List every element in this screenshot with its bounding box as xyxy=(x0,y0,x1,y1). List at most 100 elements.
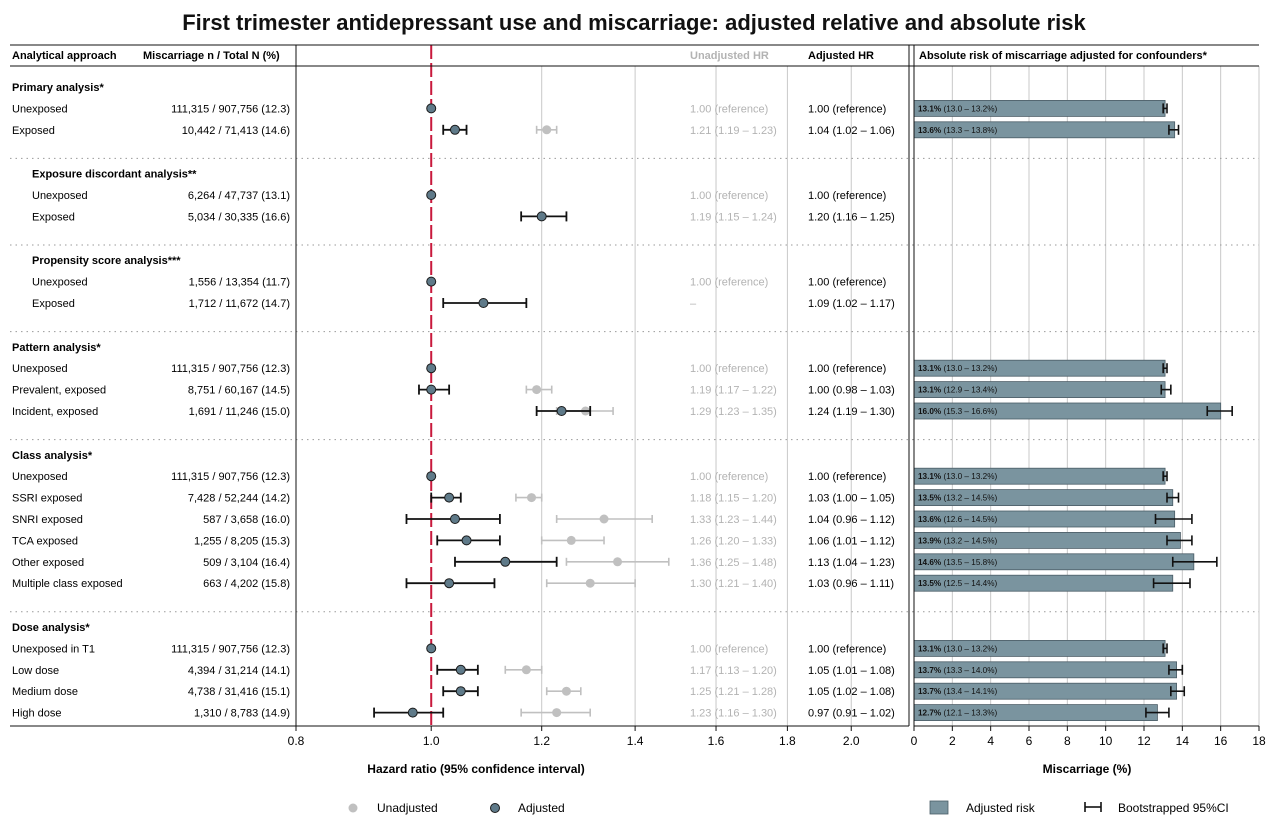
section-title: Propensity score analysis*** xyxy=(32,255,181,267)
risk-x-axis-title: Miscarriage (%) xyxy=(1043,762,1132,776)
section-title: Primary analysis* xyxy=(12,82,104,94)
legend-adjusted-label: Adjusted xyxy=(518,801,565,815)
risk-value: 13.6% xyxy=(918,126,944,135)
row-label: Exposed xyxy=(32,298,75,310)
risk-x-tick-label: 10 xyxy=(1099,734,1113,748)
risk-bar-label: 13.1% (13.0 – 13.2%) xyxy=(918,104,997,113)
row-counts: 1,255 / 8,205 (15.3) xyxy=(194,535,290,547)
adjusted-point xyxy=(426,190,437,200)
row-unadjusted-hr: 1.00 (reference) xyxy=(690,643,768,655)
adjusted-point xyxy=(556,406,567,416)
row-counts: 663 / 4,202 (15.8) xyxy=(203,578,290,590)
adjusted-point xyxy=(449,514,460,524)
row-unadjusted-hr: 1.26 (1.20 – 1.33) xyxy=(690,535,777,547)
row-counts: 4,394 / 31,214 (14.1) xyxy=(188,665,290,677)
unadjusted-point xyxy=(532,385,542,395)
risk-ci: (13.0 – 13.2%) xyxy=(944,104,998,113)
legend: Unadjusted Adjusted Adjusted risk Bootst… xyxy=(348,800,1229,815)
section-title: Dose analysis* xyxy=(12,622,90,634)
risk-x-tick-label: 0 xyxy=(911,734,918,748)
row-counts: 111,315 / 907,756 (12.3) xyxy=(171,103,290,115)
row-counts: 509 / 3,104 (16.4) xyxy=(203,557,290,569)
legend-adjusted-marker xyxy=(490,803,500,813)
row-label: Unexposed in T1 xyxy=(12,643,95,655)
marks-layer: 13.1% (13.0 – 13.2%) 13.6% (13.3 – 13.8%)… xyxy=(373,100,1233,721)
rows-layer: Primary analysis* Unexposed 111,315 / 907,… xyxy=(12,82,895,720)
legend-adjusted-risk-label: Adjusted risk xyxy=(966,801,1036,815)
legend-unadjusted-label: Unadjusted xyxy=(377,801,438,815)
risk-value: 13.1% xyxy=(918,386,944,395)
unadjusted-point xyxy=(521,665,531,675)
adjusted-point xyxy=(500,556,511,567)
header-absolute-risk: Absolute risk of miscarriage adjusted fo… xyxy=(919,50,1208,62)
adjusted-point xyxy=(426,363,437,374)
unadjusted-point xyxy=(542,125,552,135)
row-unadjusted-hr: 1.00 (reference) xyxy=(690,190,768,202)
risk-ci: (12.6 – 14.5%) xyxy=(944,515,998,524)
row-unadjusted-hr: 1.00 (reference) xyxy=(690,103,768,115)
forest-x-tick-label: 1.0 xyxy=(423,734,440,748)
risk-ci: (12.1 – 13.3%) xyxy=(944,709,998,718)
row-counts: 5,034 / 30,335 (16.6) xyxy=(188,211,290,223)
adjusted-point xyxy=(426,384,437,395)
risk-x-tick-label: 12 xyxy=(1137,734,1151,748)
row-unadjusted-hr: 1.25 (1.21 – 1.28) xyxy=(690,686,777,698)
legend-adjusted-risk-swatch xyxy=(929,800,949,815)
risk-bar-label: 12.7% (12.1 – 13.3%) xyxy=(918,709,997,718)
row-adjusted-hr: 1.00 (reference) xyxy=(808,643,886,655)
risk-value: 13.1% xyxy=(918,472,944,481)
row-unadjusted-hr: 1.33 (1.23 – 1.44) xyxy=(690,514,777,526)
risk-ci: (13.0 – 13.2%) xyxy=(944,472,998,481)
risk-value: 13.6% xyxy=(918,515,944,524)
risk-value: 13.5% xyxy=(918,494,944,503)
forest-x-tick-label: 1.6 xyxy=(708,734,725,748)
risk-ci: (13.2 – 14.5%) xyxy=(944,536,998,545)
row-label: Unexposed xyxy=(32,277,88,289)
row-counts: 10,442 / 71,413 (14.6) xyxy=(182,125,290,137)
row-counts: 1,556 / 13,354 (11.7) xyxy=(189,277,290,289)
row-counts: 111,315 / 907,756 (12.3) xyxy=(171,363,290,375)
forest-x-tick-label: 2.0 xyxy=(843,734,860,748)
section-title: Pattern analysis* xyxy=(12,342,101,354)
row-unadjusted-hr: 1.19 (1.17 – 1.22) xyxy=(690,385,777,397)
risk-bar-label: 16.0% (15.3 – 16.6%) xyxy=(918,407,997,416)
row-label: Medium dose xyxy=(12,686,78,698)
row-adjusted-hr: 1.06 (1.01 – 1.12) xyxy=(808,535,895,547)
risk-bar-label: 13.5% (13.2 – 14.5%) xyxy=(918,494,997,503)
row-counts: 1,712 / 11,672 (14.7) xyxy=(189,298,290,310)
risk-x-tick-label: 6 xyxy=(1026,734,1033,748)
row-counts: 6,264 / 47,737 (13.1) xyxy=(188,190,290,202)
adjusted-point xyxy=(444,578,455,589)
risk-value: 13.1% xyxy=(918,364,944,373)
section-title: Class analysis* xyxy=(12,450,93,462)
row-counts: 7,428 / 52,244 (14.2) xyxy=(188,493,290,505)
header-counts: Miscarriage n / Total N (%) xyxy=(143,50,280,62)
risk-bar-label: 13.5% (12.5 – 14.4%) xyxy=(918,579,997,588)
header-unadjusted-hr: Unadjusted HR xyxy=(690,50,769,62)
risk-bar-label: 14.6% (13.5 – 15.8%) xyxy=(918,558,997,567)
risk-x-tick-label: 16 xyxy=(1214,734,1228,748)
risk-value: 16.0% xyxy=(918,407,944,416)
row-adjusted-hr: 1.13 (1.04 – 1.23) xyxy=(808,557,895,569)
adjusted-point xyxy=(444,492,455,503)
adjusted-point xyxy=(426,471,437,482)
legend-bootstrapped-label: Bootstrapped 95%CI xyxy=(1118,801,1229,815)
risk-bar-label: 13.6% (12.6 – 14.5%) xyxy=(918,515,997,524)
risk-value: 13.7% xyxy=(918,687,944,696)
risk-x-tick-label: 14 xyxy=(1176,734,1190,748)
risk-ci: (13.0 – 13.2%) xyxy=(944,364,998,373)
row-adjusted-hr: 1.24 (1.19 – 1.30) xyxy=(808,406,895,418)
risk-value: 13.9% xyxy=(918,536,944,545)
row-adjusted-hr: 1.00 (reference) xyxy=(808,190,886,202)
risk-bar-label: 13.1% (12.9 – 13.4%) xyxy=(918,386,997,395)
row-adjusted-hr: 1.03 (1.00 – 1.05) xyxy=(808,493,895,505)
row-unadjusted-hr: 1.23 (1.16 – 1.30) xyxy=(690,708,777,720)
risk-ci: (13.5 – 15.8%) xyxy=(944,558,998,567)
legend-unadjusted-marker xyxy=(348,803,358,813)
row-adjusted-hr: 1.04 (0.96 – 1.12) xyxy=(808,514,895,526)
row-adjusted-hr: 1.00 (reference) xyxy=(808,471,886,483)
risk-bar-label: 13.7% (13.4 – 14.1%) xyxy=(918,687,997,696)
risk-ci: (13.4 – 14.1%) xyxy=(944,687,998,696)
unadjusted-point xyxy=(599,514,609,524)
